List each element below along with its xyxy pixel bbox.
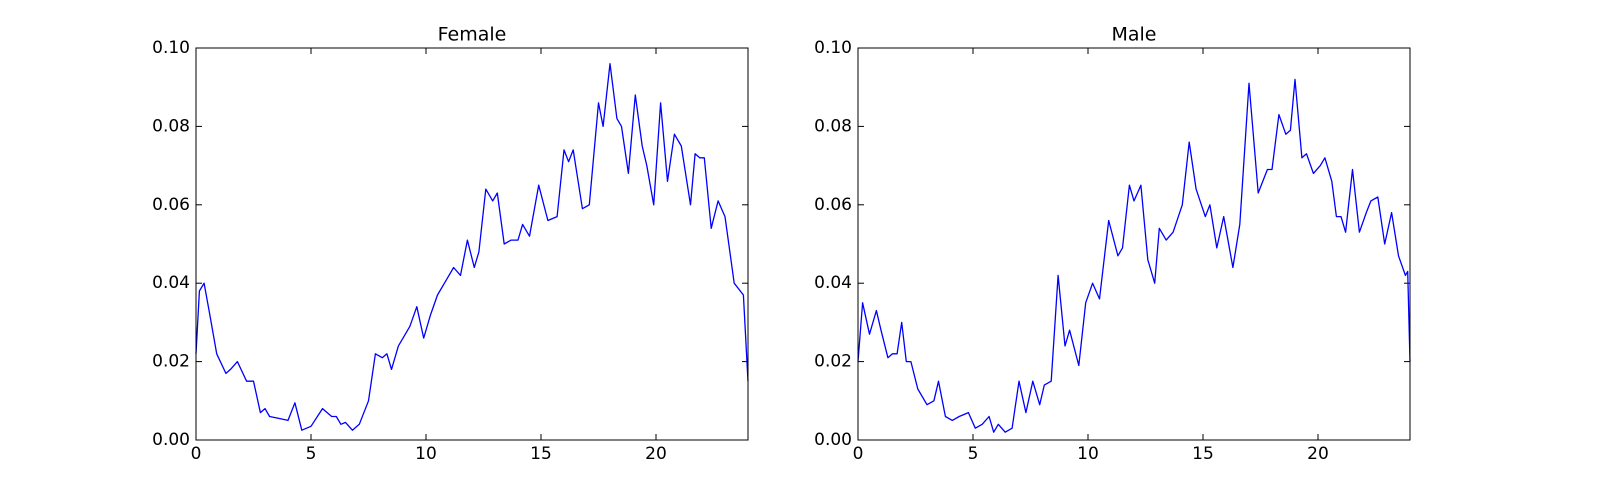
plot-frame [857, 47, 1411, 441]
y-tick-label: 0.08 [152, 116, 190, 136]
y-tick-label: 0.10 [814, 38, 852, 58]
x-tick-label: 15 [1192, 444, 1214, 464]
y-tick-label: 0.02 [152, 352, 190, 372]
plot-frame [195, 47, 749, 441]
chart-title: Male [1111, 24, 1156, 46]
x-tick-label: 5 [968, 444, 979, 464]
y-tick-label: 0.04 [814, 273, 852, 293]
y-tick-label: 0.06 [152, 195, 190, 215]
x-tick-label: 10 [1077, 444, 1099, 464]
x-tick-label: 20 [645, 444, 667, 464]
x-tick-label: 15 [530, 444, 552, 464]
x-tick-label: 10 [415, 444, 437, 464]
x-tick-label: 0 [191, 444, 202, 464]
x-tick-label: 5 [306, 444, 317, 464]
chart-title: Female [438, 24, 507, 46]
y-tick-label: 0.02 [814, 352, 852, 372]
y-tick-label: 0.10 [152, 38, 190, 58]
y-tick-label: 0.08 [814, 116, 852, 136]
data-line [195, 63, 749, 431]
y-tick-label: 0.00 [152, 430, 190, 450]
y-tick-label: 0.06 [814, 195, 852, 215]
y-tick-label: 0.04 [152, 273, 190, 293]
x-tick-label: 0 [853, 444, 864, 464]
x-tick-label: 20 [1307, 444, 1329, 464]
y-tick-label: 0.00 [814, 430, 852, 450]
data-line [857, 78, 1411, 433]
